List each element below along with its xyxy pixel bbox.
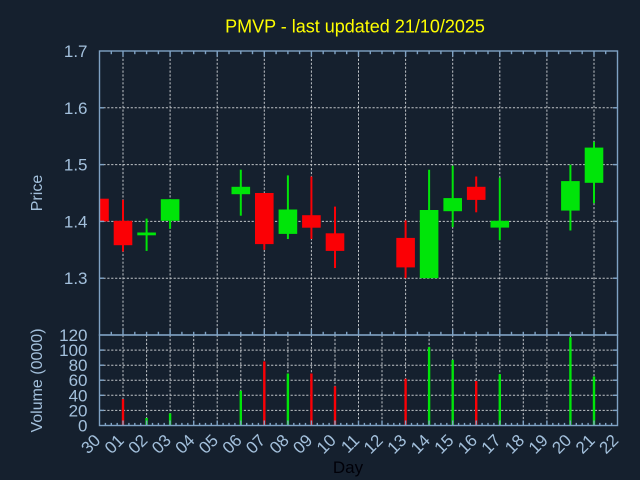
- svg-text:0: 0: [78, 417, 87, 436]
- svg-text:PMVP - last updated 21/10/2025: PMVP - last updated 21/10/2025: [225, 17, 485, 37]
- svg-text:Volume (0000): Volume (0000): [29, 328, 46, 432]
- svg-text:80: 80: [69, 356, 88, 375]
- svg-text:120: 120: [59, 326, 87, 345]
- svg-text:1.5: 1.5: [64, 156, 88, 175]
- svg-text:20: 20: [69, 401, 88, 420]
- svg-text:1.7: 1.7: [64, 42, 88, 61]
- svg-text:100: 100: [59, 341, 87, 360]
- svg-text:1.3: 1.3: [64, 269, 88, 288]
- svg-text:40: 40: [69, 386, 88, 405]
- svg-text:Day: Day: [333, 458, 364, 477]
- svg-text:Price: Price: [29, 175, 46, 212]
- svg-text:60: 60: [69, 371, 88, 390]
- svg-text:1.6: 1.6: [64, 99, 88, 118]
- svg-text:1.4: 1.4: [64, 212, 88, 231]
